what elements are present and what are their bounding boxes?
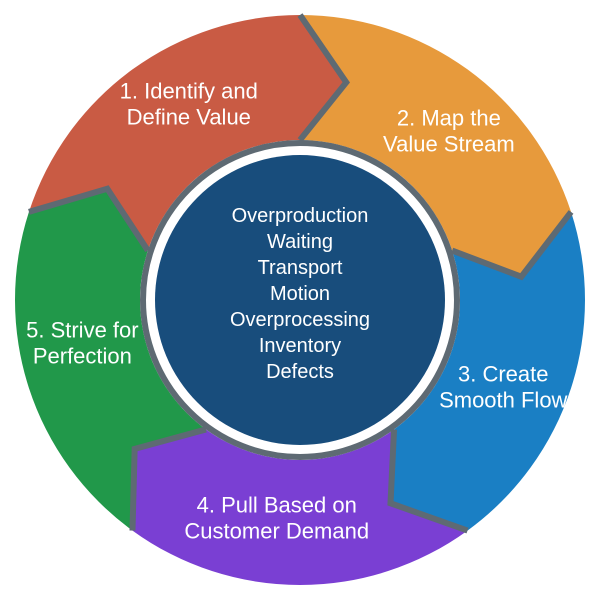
- seg2-label: 2. Map theValue Stream: [383, 106, 515, 157]
- seg1-label: 1. Identify andDefine Value: [120, 78, 258, 129]
- seg3-label: 3. CreateSmooth Flow: [439, 361, 567, 412]
- seg5-label: 5. Strive forPerfection: [26, 317, 138, 368]
- lean-cycle-diagram: OverproductionWaitingTransportMotionOver…: [0, 0, 600, 600]
- seg4-label: 4. Pull Based onCustomer Demand: [184, 492, 369, 543]
